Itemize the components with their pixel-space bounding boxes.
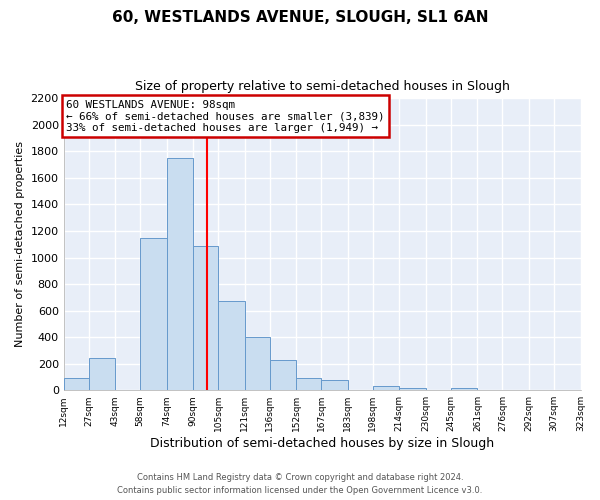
X-axis label: Distribution of semi-detached houses by size in Slough: Distribution of semi-detached houses by …: [150, 437, 494, 450]
Bar: [193, 246, 218, 390]
Bar: [451, 388, 478, 390]
Title: Size of property relative to semi-detached houses in Slough: Size of property relative to semi-detach…: [134, 80, 509, 93]
Bar: [270, 360, 296, 390]
Bar: [296, 378, 321, 390]
Text: Contains HM Land Registry data © Crown copyright and database right 2024.
Contai: Contains HM Land Registry data © Crown c…: [118, 474, 482, 495]
Bar: [245, 337, 270, 390]
Bar: [373, 386, 400, 390]
Bar: [218, 302, 245, 390]
Bar: [321, 380, 348, 390]
Y-axis label: Number of semi-detached properties: Number of semi-detached properties: [15, 142, 25, 348]
Bar: [64, 378, 89, 390]
Bar: [400, 388, 426, 390]
Bar: [167, 158, 193, 390]
Text: 60 WESTLANDS AVENUE: 98sqm
← 66% of semi-detached houses are smaller (3,839)
33%: 60 WESTLANDS AVENUE: 98sqm ← 66% of semi…: [66, 100, 385, 133]
Text: 60, WESTLANDS AVENUE, SLOUGH, SL1 6AN: 60, WESTLANDS AVENUE, SLOUGH, SL1 6AN: [112, 10, 488, 25]
Bar: [140, 238, 167, 390]
Bar: [89, 358, 115, 390]
